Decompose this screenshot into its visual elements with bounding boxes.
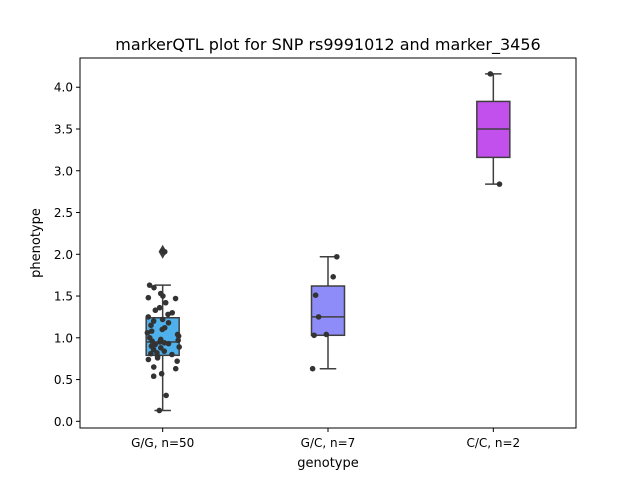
- data-point: [172, 365, 179, 372]
- data-point: [162, 299, 169, 306]
- y-tick-label: 3.5: [54, 122, 73, 136]
- x-tick-label: G/C, n=7: [301, 436, 356, 450]
- y-tick-label: 3.0: [54, 164, 73, 178]
- y-axis: 0.0 0.5 1.0 1.5 2.0 2.5 3.0 3.5 4.0: [54, 81, 80, 429]
- x-axis: G/G, n=50 G/C, n=7 C/C, n=2: [131, 428, 520, 450]
- data-point: [174, 358, 180, 364]
- data-point: [496, 181, 503, 187]
- data-point: [157, 339, 163, 345]
- y-tick-label: 2.0: [54, 248, 73, 262]
- data-point: [172, 295, 179, 302]
- data-point: [315, 314, 322, 320]
- data-point: [145, 294, 152, 301]
- data-point: [175, 337, 181, 344]
- data-point: [175, 333, 182, 339]
- plot-area: [79, 57, 577, 429]
- data-point: [148, 328, 155, 334]
- data-point: [145, 356, 152, 363]
- chart-title: markerQTL plot for SNP rs9991012 and mar…: [115, 35, 540, 55]
- data-point: [165, 319, 172, 326]
- data-point: [148, 350, 154, 357]
- y-tick-label: 0.0: [54, 415, 73, 429]
- data-point: [330, 274, 336, 280]
- points-layer: [144, 71, 503, 414]
- data-point: [161, 348, 168, 354]
- data-point: [159, 316, 166, 323]
- data-point: [144, 329, 151, 336]
- data-point: [309, 365, 316, 372]
- y-tick-label: 4.0: [54, 81, 73, 95]
- data-point: [169, 309, 176, 316]
- data-point: [169, 351, 175, 358]
- data-point: [160, 293, 166, 299]
- boxes-layer: [145, 73, 511, 412]
- data-point: [151, 284, 157, 291]
- data-point: [145, 314, 152, 320]
- data-point: [159, 326, 166, 333]
- data-point: [312, 292, 319, 299]
- data-point: [158, 370, 165, 377]
- box-1: [310, 256, 346, 370]
- data-point: [176, 344, 182, 350]
- y-tick-label: 1.5: [54, 290, 73, 304]
- data-point: [156, 304, 163, 311]
- data-point: [150, 364, 157, 370]
- data-point: [150, 373, 157, 380]
- x-axis-label: genotype: [297, 456, 358, 471]
- y-tick-label: 0.5: [54, 373, 73, 387]
- data-point: [163, 392, 169, 399]
- data-point: [165, 340, 172, 347]
- data-point: [487, 71, 494, 77]
- box-2: [476, 73, 511, 185]
- x-tick-label: G/G, n=50: [131, 436, 194, 450]
- data-point: [158, 345, 164, 351]
- data-point: [323, 331, 330, 338]
- y-axis-label: phenotype: [29, 208, 44, 278]
- data-point: [146, 282, 153, 288]
- data-point: [150, 318, 157, 324]
- data-point: [152, 307, 159, 314]
- data-point: [148, 322, 154, 329]
- data-point: [154, 355, 161, 361]
- data-point: [161, 248, 168, 255]
- x-tick-label: C/C, n=2: [466, 436, 520, 450]
- y-tick-label: 1.0: [54, 331, 73, 345]
- data-point: [311, 332, 317, 339]
- data-point: [334, 253, 340, 260]
- y-tick-label: 2.5: [54, 206, 73, 220]
- data-point: [156, 407, 163, 414]
- data-point: [165, 311, 171, 318]
